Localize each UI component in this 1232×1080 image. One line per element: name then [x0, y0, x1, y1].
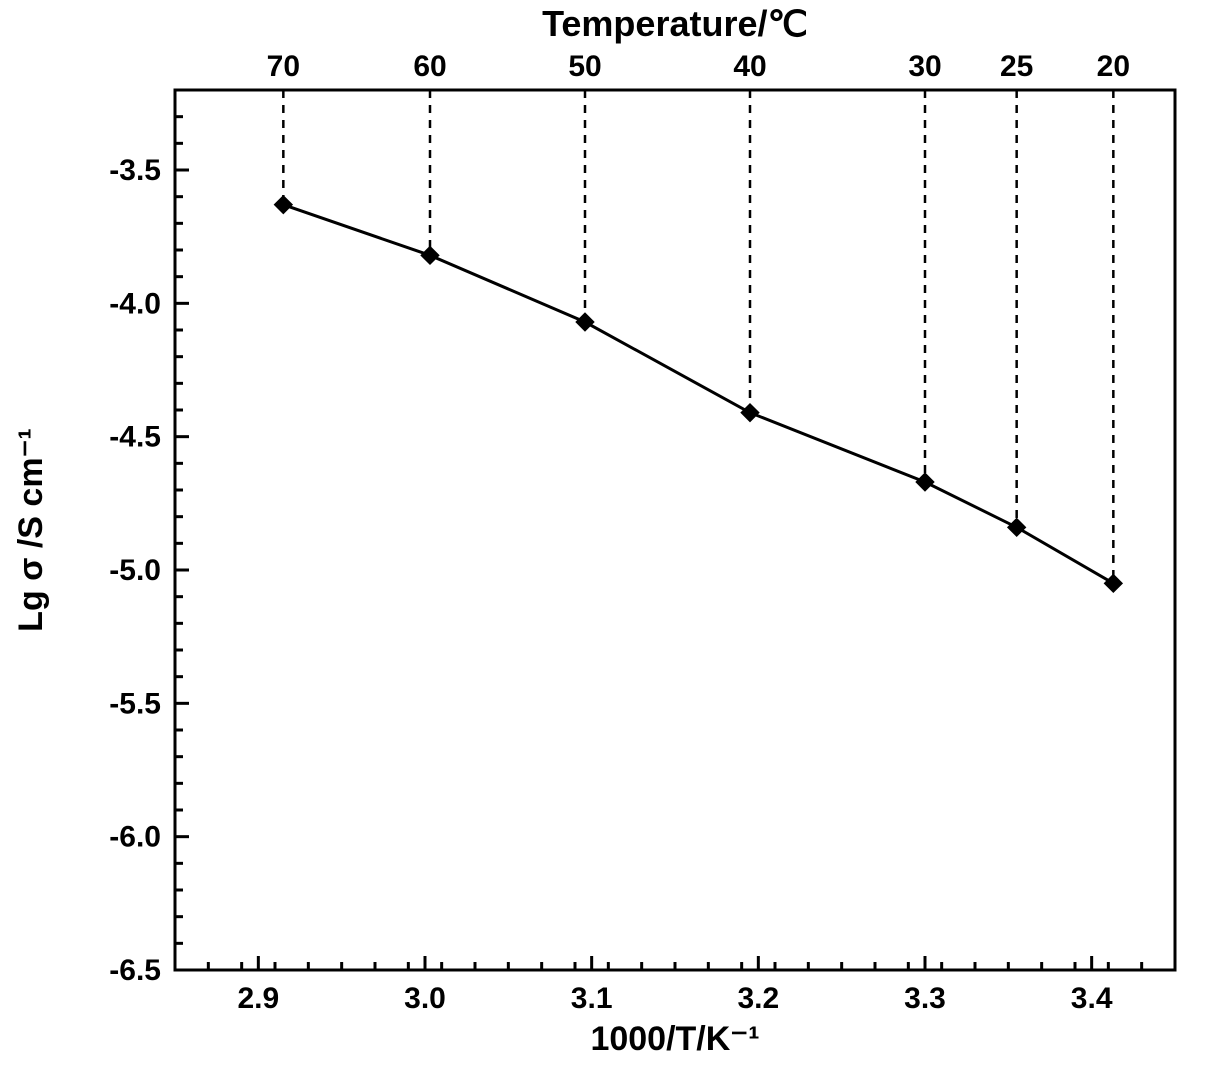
x-tick-label: 3.2 — [737, 982, 779, 1015]
top-tick-label: 25 — [1000, 50, 1033, 83]
y-tick-label: -6.5 — [109, 954, 161, 987]
y-tick-label: -5.5 — [109, 687, 161, 720]
x-axis-label: 1000/T/K⁻¹ — [590, 1020, 759, 1058]
top-tick-label: 20 — [1097, 50, 1130, 83]
y-tick-label: -3.5 — [109, 154, 161, 187]
chart-container: 2.9 3.0 3.1 3.2 3.3 3.4 -6.5 -6.0 -5.5 -5.0 -4.5 -4… — [0, 0, 1232, 1080]
y-tick-label: -4.0 — [109, 287, 161, 320]
top-tick-label: 60 — [413, 50, 446, 83]
y-tick-label: -6.0 — [109, 821, 161, 854]
top-tick-label: 30 — [908, 50, 941, 83]
x-tick-label: 3.1 — [571, 982, 613, 1015]
top-tick-label: 50 — [568, 50, 601, 83]
x-tick-label: 3.4 — [1071, 982, 1113, 1015]
chart-bg — [0, 0, 1232, 1080]
top-tick-label: 40 — [733, 50, 766, 83]
y-tick-label: -4.5 — [109, 421, 161, 454]
y-tick-label: -5.0 — [109, 554, 161, 587]
x-tick-label: 3.3 — [904, 982, 946, 1015]
y-axis-label: Lg σ /S cm⁻¹ — [12, 428, 50, 632]
top-axis-label: Temperature/℃ — [542, 3, 808, 44]
top-tick-label: 70 — [267, 50, 300, 83]
x-tick-label: 2.9 — [237, 982, 279, 1015]
x-tick-label: 3.0 — [404, 982, 446, 1015]
chart-svg: 2.9 3.0 3.1 3.2 3.3 3.4 -6.5 -6.0 -5.5 -5.0 -4.5 -4… — [0, 0, 1232, 1080]
